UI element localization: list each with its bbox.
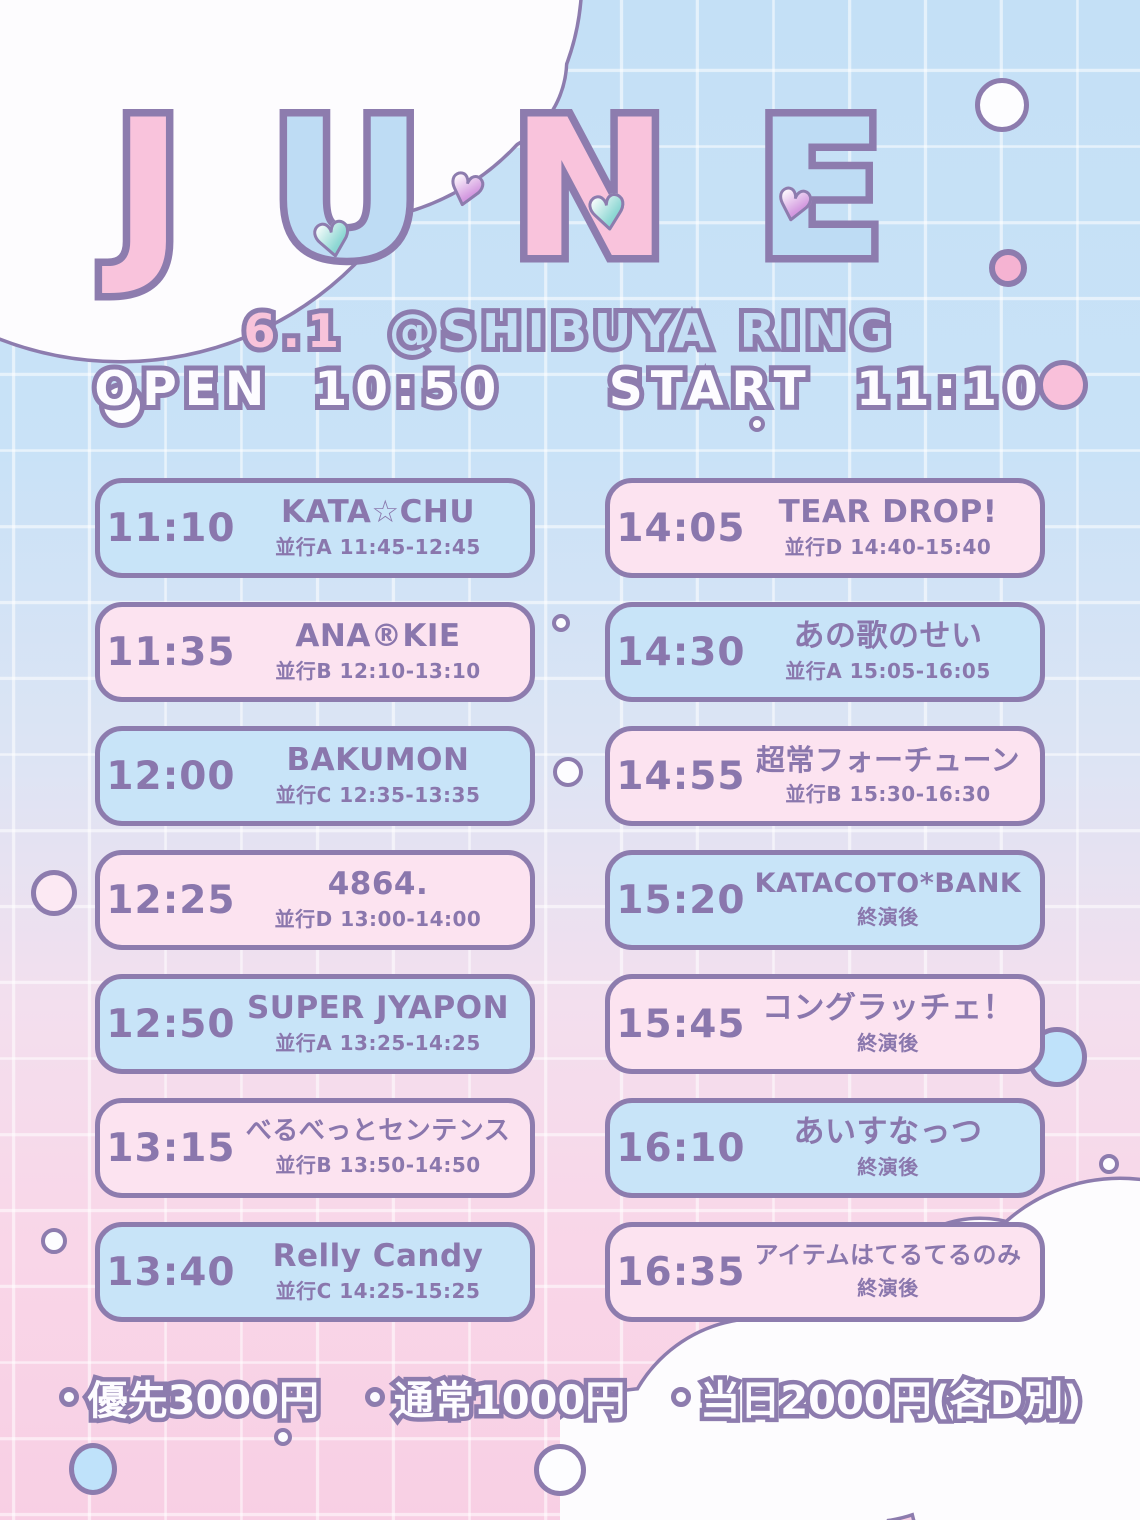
open-time: 10:50 [315, 362, 505, 417]
schedule-slot: 13:40 Relly Candy 並行C 14:25-15:25 [95, 1222, 535, 1322]
decor-circle [534, 1444, 586, 1496]
start-label: START [609, 362, 814, 417]
decor-circle [749, 416, 765, 432]
price-text: 通常1000円 [394, 1368, 626, 1426]
decor-circle [274, 1428, 292, 1446]
ticket-prices: 優先3000円 通常1000円 当日2000円(各D別) [0, 1368, 1140, 1426]
slot-note: 並行D 13:00-14:00 [274, 907, 482, 932]
decor-circle [552, 614, 570, 632]
slot-note: 並行A 13:25-14:25 [275, 1031, 481, 1056]
slot-artist: 超常フォーチューン [755, 744, 1021, 776]
bullet-icon [364, 1387, 385, 1407]
slot-artist: BAKUMON [286, 743, 470, 777]
slot-time: 13:15 [106, 1125, 236, 1171]
title-letter: U [270, 95, 435, 286]
slot-artist: KATACOTO*BANK [754, 869, 1022, 899]
slot-note: 終演後 [857, 905, 919, 930]
slot-artist: あの歌のせい [793, 619, 983, 653]
event-date-venue: 6.1 @SHIBUYA RING [0, 304, 1140, 358]
title-period: . [989, 249, 1028, 287]
title-area: J U N E . [0, 95, 1140, 287]
slot-time: 12:00 [106, 753, 236, 799]
slot-note: 並行D 14:40-15:40 [784, 535, 992, 560]
slot-time: 14:55 [616, 753, 746, 799]
event-venue: @SHIBUYA RING [389, 304, 897, 358]
slot-time: 14:30 [616, 629, 746, 675]
slot-note: 終演後 [857, 1275, 919, 1300]
open-label: OPEN [94, 362, 272, 417]
decor-circle [31, 870, 77, 916]
schedule-slot: 11:35 ANA®KIE 並行B 12:10-13:10 [95, 602, 535, 702]
slot-artist: アイテムはてるてるのみ [754, 1243, 1022, 1269]
price-item: 通常1000円 [364, 1368, 626, 1426]
slot-note: 並行A 11:45-12:45 [275, 535, 481, 560]
slot-time: 15:45 [616, 1001, 746, 1047]
schedule-column-right: 14:05 TEAR DROP! 並行D 14:40-15:40 14:30 あ… [605, 478, 1045, 1346]
start-time: 11:10 [856, 362, 1046, 417]
schedule-slot: 12:25 4864. 並行D 13:00-14:00 [95, 850, 535, 950]
page-title: J U N E . [0, 95, 1140, 287]
schedule-slot: 16:10 あいすなっつ 終演後 [605, 1098, 1045, 1198]
bullet-icon [58, 1387, 79, 1407]
title-letter: E [755, 95, 895, 286]
event-date: 6.1 [244, 304, 347, 358]
slot-artist: SUPER JYAPON [246, 991, 510, 1025]
schedule-slot: 14:55 超常フォーチューン 並行B 15:30-16:30 [605, 726, 1045, 826]
slot-artist: コングラッチェ！ [762, 991, 1014, 1025]
slot-note: 並行B 15:30-16:30 [785, 782, 991, 807]
slot-time: 16:35 [616, 1249, 746, 1295]
heart-icon: ♥ [582, 182, 633, 244]
schedule-slot: 12:00 BAKUMON 並行C 12:35-13:35 [95, 726, 535, 826]
schedule-slot: 15:20 KATACOTO*BANK 終演後 [605, 850, 1045, 950]
decor-circle [69, 1443, 117, 1495]
slot-time: 11:35 [106, 629, 236, 675]
schedule-slot: 16:35 アイテムはてるてるのみ 終演後 [605, 1222, 1045, 1322]
slot-time: 12:50 [106, 1001, 236, 1047]
schedule-slot: 12:50 SUPER JYAPON 並行A 13:25-14:25 [95, 974, 535, 1074]
decor-circle [975, 78, 1029, 132]
slot-note: 並行A 15:05-16:05 [785, 659, 991, 684]
schedule-column-left: 11:10 KATA☆CHU 並行A 11:45-12:45 11:35 ANA… [95, 478, 535, 1346]
slot-time: 13:40 [106, 1249, 236, 1295]
title-letter: N [510, 95, 679, 286]
slot-note: 終演後 [857, 1155, 919, 1180]
slot-artist: ANA®KIE [295, 619, 461, 653]
heart-icon: ♥ [306, 208, 359, 271]
slot-artist: あいすなっつ [793, 1115, 983, 1149]
slot-note: 並行C 14:25-15:25 [275, 1279, 481, 1304]
slot-artist: Relly Candy [272, 1239, 484, 1273]
price-text: 当日2000円(各D別) [700, 1368, 1081, 1426]
price-item: 当日2000円(各D別) [671, 1368, 1081, 1426]
slot-time: 11:10 [106, 505, 236, 551]
title-letter: J [113, 95, 194, 286]
bullet-icon [671, 1387, 692, 1407]
slot-artist: KATA☆CHU [281, 495, 475, 529]
slot-time: 14:05 [616, 505, 746, 551]
slot-note: 並行B 12:10-13:10 [275, 659, 481, 684]
open-start-times: OPEN 10:50 START 11:10 [0, 362, 1140, 417]
slot-artist: べるべっとセンテンス [245, 1118, 511, 1146]
price-text: 優先3000円 [88, 1368, 320, 1426]
schedule-slot: 11:10 KATA☆CHU 並行A 11:45-12:45 [95, 478, 535, 578]
schedule-slot: 14:05 TEAR DROP! 並行D 14:40-15:40 [605, 478, 1045, 578]
decor-circle [1099, 1154, 1119, 1174]
slot-note: 終演後 [857, 1031, 919, 1056]
slot-time: 15:20 [616, 877, 746, 923]
decor-circle [41, 1228, 67, 1254]
schedule-slot: 13:15 べるべっとセンテンス 並行B 13:50-14:50 [95, 1098, 535, 1198]
price-item: 優先3000円 [58, 1368, 320, 1426]
slot-artist: 4864. [327, 867, 429, 901]
slot-time: 12:25 [106, 877, 236, 923]
slot-note: 並行B 13:50-14:50 [275, 1152, 481, 1177]
schedule-slot: 14:30 あの歌のせい 並行A 15:05-16:05 [605, 602, 1045, 702]
slot-time: 16:10 [616, 1125, 746, 1171]
slot-note: 並行C 12:35-13:35 [275, 783, 481, 808]
schedule-slot: 15:45 コングラッチェ！ 終演後 [605, 974, 1045, 1074]
slot-artist: TEAR DROP! [778, 495, 998, 529]
decor-circle [553, 757, 583, 787]
